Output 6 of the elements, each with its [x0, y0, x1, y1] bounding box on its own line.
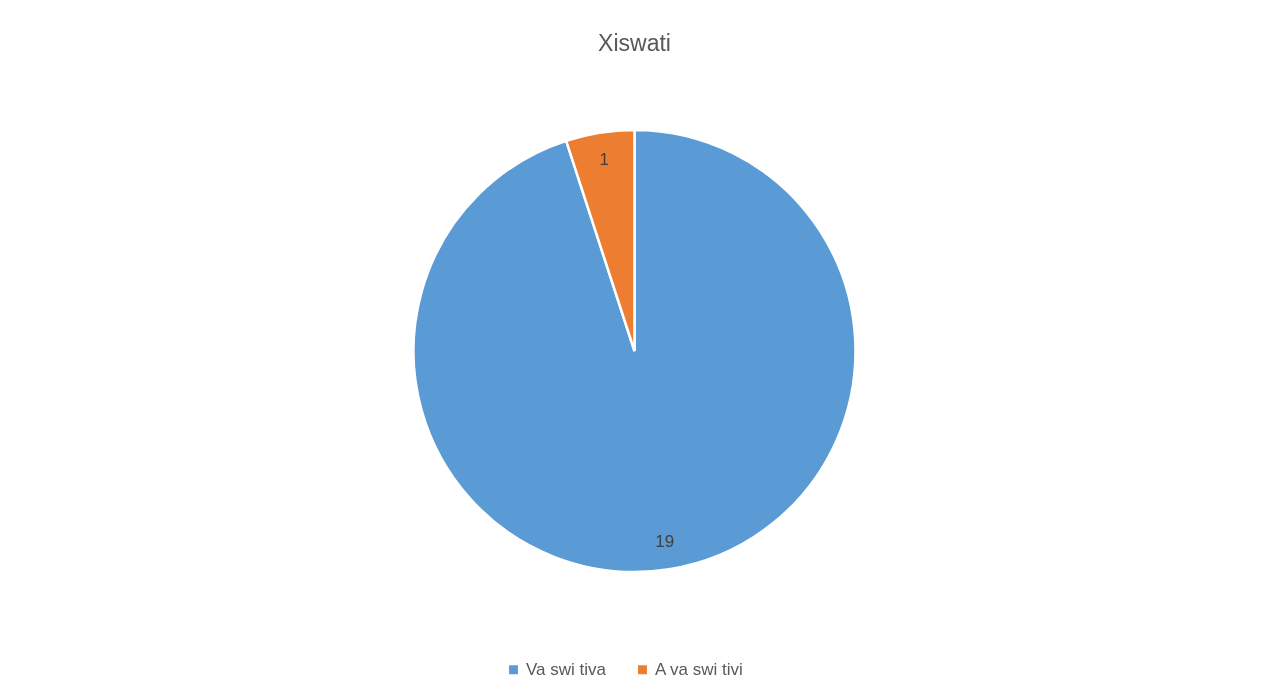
legend-label: Va swi tiva: [526, 659, 607, 679]
data-label: 1: [599, 150, 609, 170]
legend-label: A va swi tivi: [655, 659, 743, 679]
data-label: 19: [655, 531, 675, 551]
pie-slice: [412, 128, 857, 574]
chart-title: Xiswati: [598, 30, 671, 56]
